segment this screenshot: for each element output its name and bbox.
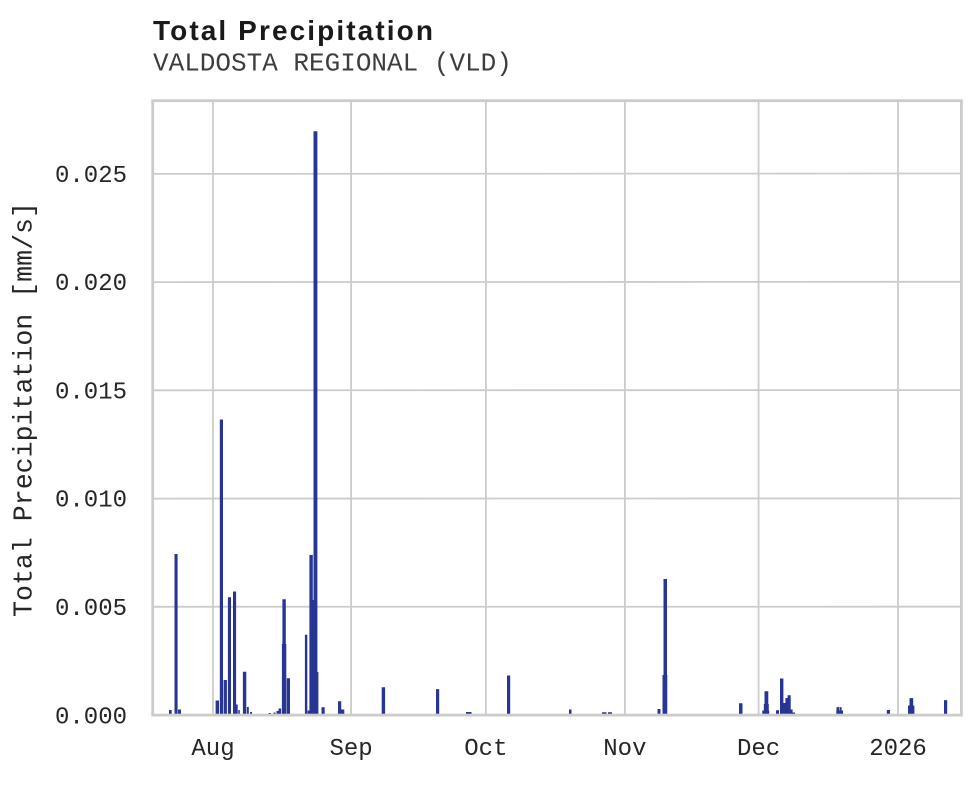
svg-text:VALDOSTA REGIONAL (VLD): VALDOSTA REGIONAL (VLD) xyxy=(153,49,512,79)
svg-text:Nov: Nov xyxy=(603,736,646,763)
svg-text:Total Precipitation: Total Precipitation xyxy=(153,15,435,46)
svg-text:0.000: 0.000 xyxy=(55,704,127,731)
svg-text:0.015: 0.015 xyxy=(55,379,127,406)
svg-text:0.010: 0.010 xyxy=(55,488,127,515)
svg-text:0.020: 0.020 xyxy=(55,271,127,298)
svg-text:Total Precipitation [mm/s]: Total Precipitation [mm/s] xyxy=(9,202,39,617)
svg-text:Aug: Aug xyxy=(191,736,234,763)
svg-text:0.025: 0.025 xyxy=(55,163,127,190)
svg-text:Sep: Sep xyxy=(329,736,372,763)
svg-text:0.005: 0.005 xyxy=(55,596,127,623)
svg-text:Dec: Dec xyxy=(737,736,780,763)
svg-text:Oct: Oct xyxy=(464,736,507,763)
svg-text:2026: 2026 xyxy=(869,736,927,763)
